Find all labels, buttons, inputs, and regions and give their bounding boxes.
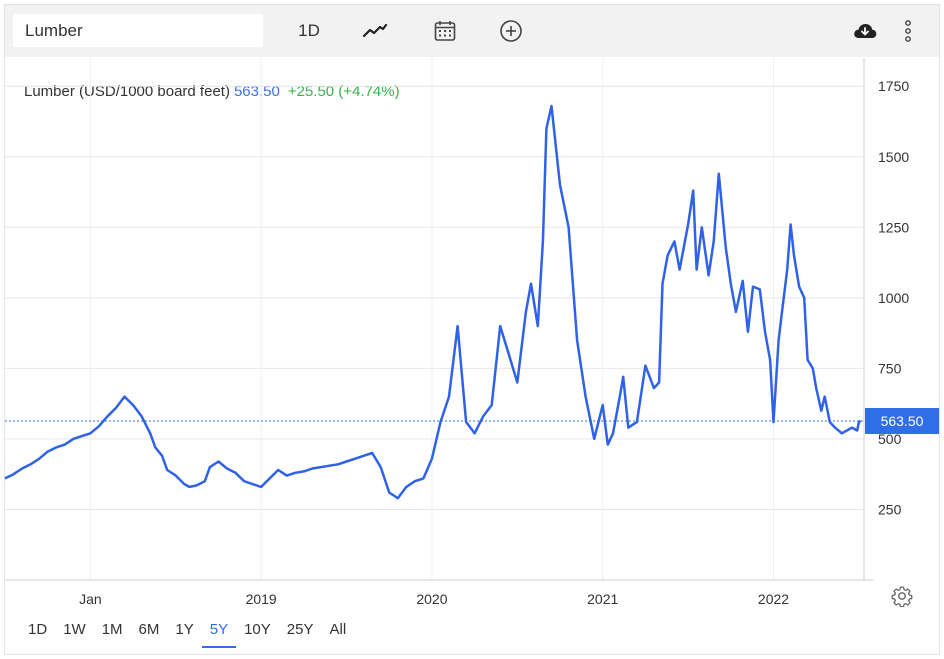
y-tick-label: 1250 [878,219,909,235]
range-button-1w[interactable]: 1W [63,621,86,638]
y-tick-label: 1000 [878,290,909,306]
y-tick-label: 1750 [878,78,909,94]
more-vertical-icon[interactable] [893,14,923,48]
cloud-download-icon[interactable] [845,14,885,48]
range-button-1m[interactable]: 1M [101,621,123,638]
x-tick-label: Jan [79,591,102,607]
range-button-1d[interactable]: 1D [28,621,48,638]
plus-circle-icon[interactable] [491,14,531,48]
x-tick-label: 2022 [758,591,789,607]
calendar-icon[interactable] [425,14,465,48]
chart-frame [4,4,940,655]
line-chart-icon[interactable] [355,14,395,48]
x-tick-label: 2019 [246,591,277,607]
y-tick-label: 750 [878,360,902,376]
settings-gear-icon[interactable] [891,585,913,608]
toolbar: Lumber 1D [5,5,939,57]
chart-title: Lumber (USD/1000 board feet) 563.50 +25.50… [24,83,400,100]
range-button-25y[interactable]: 25Y [286,621,314,638]
instrument-name: Lumber (USD/1000 board feet) [24,83,230,100]
price-tag: 563.50 [865,408,939,435]
price-series-line [4,104,862,500]
symbol-input[interactable]: Lumber [13,14,263,47]
x-tick-label: 2020 [416,591,447,607]
interval-button[interactable]: 1D [298,21,320,40]
range-button-6m[interactable]: 6M [138,621,160,638]
y-tick-label: 250 [878,501,902,517]
price-change: +25.50 (+4.74%) [287,83,400,100]
range-button-5y[interactable]: 5Y [201,612,237,648]
range-selector: 1D 1W 1M 6M 1Y 5Y 10Y 25Y All [20,612,354,652]
last-price: 563.50 [233,83,280,100]
range-button-10y[interactable]: 10Y [244,621,271,638]
price-chart[interactable]: 1750 1500 1250 1000 750 500 250 Jan 2019 2020 202… [0,0,944,612]
y-tick-label: 500 [878,431,902,447]
range-button-all[interactable]: All [329,621,347,638]
price-tag-label: 563.50 [881,413,924,429]
range-button-1y[interactable]: 1Y [175,621,194,638]
y-tick-label: 1500 [878,149,909,165]
x-tick-label: 2021 [587,591,618,607]
